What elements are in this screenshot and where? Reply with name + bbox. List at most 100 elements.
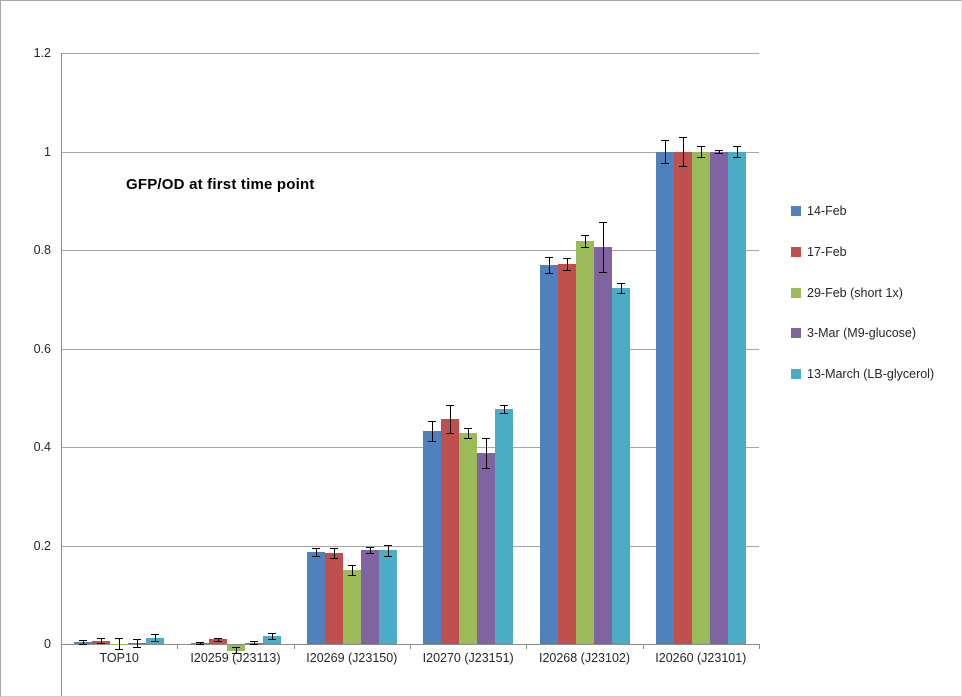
error-bar: [504, 405, 506, 413]
bar: [477, 452, 496, 644]
x-axis-category-label: I20260 (J23101): [655, 651, 747, 665]
legend-item: 17-Feb: [791, 245, 847, 259]
error-bar: [315, 548, 317, 557]
error-bar: [351, 565, 353, 576]
error-bar: [718, 149, 720, 154]
gridline: [61, 53, 759, 54]
error-bar-cap: [195, 644, 204, 645]
error-bar-cap: [660, 163, 669, 165]
error-bar: [271, 633, 273, 640]
error-bar-cap: [383, 556, 392, 558]
x-axis-tick: [410, 644, 411, 649]
error-bar-cap: [544, 256, 553, 258]
x-axis-tick: [61, 644, 62, 649]
error-bar: [137, 638, 139, 648]
legend-label: 29-Feb (short 1x): [807, 285, 903, 300]
error-bar-cap: [133, 647, 142, 649]
error-bar: [620, 282, 622, 293]
error-bar-cap: [696, 145, 705, 147]
bar: [655, 151, 674, 644]
error-bar-cap: [482, 467, 491, 469]
error-bar-cap: [464, 428, 473, 430]
x-axis-tick: [177, 644, 178, 649]
error-bar-cap: [151, 634, 160, 636]
bar: [378, 550, 397, 644]
error-bar-cap: [249, 644, 258, 645]
x-axis-tick: [526, 644, 527, 649]
error-bar: [83, 640, 85, 644]
error-bar-cap: [231, 653, 240, 655]
error-bar-cap: [347, 565, 356, 567]
error-bar: [217, 637, 219, 641]
error-bar-cap: [714, 153, 723, 155]
error-bar: [736, 145, 738, 158]
error-bar-cap: [580, 247, 589, 249]
error-bar-cap: [267, 633, 276, 635]
bar: [691, 151, 710, 644]
error-bar: [548, 256, 550, 273]
gridline: [61, 151, 759, 153]
bar: [673, 151, 692, 644]
bar: [342, 570, 361, 644]
x-axis-tick: [294, 644, 295, 649]
y-axis-tick-label: 0.8: [33, 243, 51, 257]
gridline: [61, 348, 759, 350]
error-bar: [566, 257, 568, 270]
bar: [727, 151, 746, 644]
error-bar: [486, 438, 488, 468]
error-bar-cap: [678, 166, 687, 168]
error-bar-cap: [562, 269, 571, 271]
y-axis-tick-label: 1.2: [33, 46, 51, 60]
error-bar-cap: [446, 432, 455, 434]
bar: [306, 552, 325, 644]
error-bar-cap: [616, 292, 625, 294]
legend-item: 29-Feb (short 1x): [791, 286, 903, 300]
legend-label: 3-Mar (M9-glucose): [807, 326, 917, 341]
x-axis-tick: [643, 644, 644, 649]
error-bar-cap: [329, 547, 338, 549]
error-bar-cap: [678, 136, 687, 138]
y-axis-line: [61, 53, 62, 696]
error-bar-cap: [347, 575, 356, 577]
error-bar-cap: [482, 438, 491, 440]
error-bar: [235, 647, 237, 654]
error-bar-cap: [311, 556, 320, 558]
gridline: [61, 545, 759, 547]
error-bar: [387, 544, 389, 557]
error-bar-cap: [115, 638, 124, 640]
error-bar: [333, 547, 335, 558]
error-bar-cap: [428, 421, 437, 423]
error-bar: [432, 421, 434, 442]
error-bar-cap: [329, 557, 338, 559]
legend-label: 14-Feb: [807, 204, 847, 218]
error-bar-cap: [383, 544, 392, 546]
y-axis-tick-label: 0.6: [33, 341, 51, 356]
x-axis-category-label: I20270 (J23151): [422, 651, 514, 665]
error-bar-cap: [213, 637, 222, 639]
gridline: [61, 447, 759, 448]
error-bar-cap: [79, 640, 88, 642]
error-bar-cap: [562, 257, 571, 259]
error-bar: [119, 638, 121, 649]
y-axis-tick-label: 1: [44, 144, 51, 159]
legend-label: 17-Feb: [807, 244, 847, 259]
error-bar-cap: [714, 149, 723, 151]
y-axis-tick-label: 0.2: [33, 538, 51, 553]
x-axis-category-label: I20268 (J23102): [538, 651, 631, 665]
error-bar-cap: [195, 642, 204, 644]
error-bar-cap: [365, 547, 374, 549]
bar: [423, 431, 442, 644]
error-bar-cap: [267, 639, 276, 641]
error-bar: [468, 428, 470, 439]
y-axis-tick-label: 0: [44, 637, 51, 651]
error-bar-cap: [97, 638, 106, 640]
error-bar: [155, 634, 157, 642]
error-bar-cap: [660, 139, 669, 141]
error-bar: [664, 139, 666, 164]
legend-color-swatch: [791, 246, 801, 257]
error-bar-cap: [732, 157, 741, 159]
error-bar-cap: [500, 413, 509, 415]
error-bar-cap: [732, 145, 741, 147]
legend-color-swatch: [791, 369, 801, 380]
